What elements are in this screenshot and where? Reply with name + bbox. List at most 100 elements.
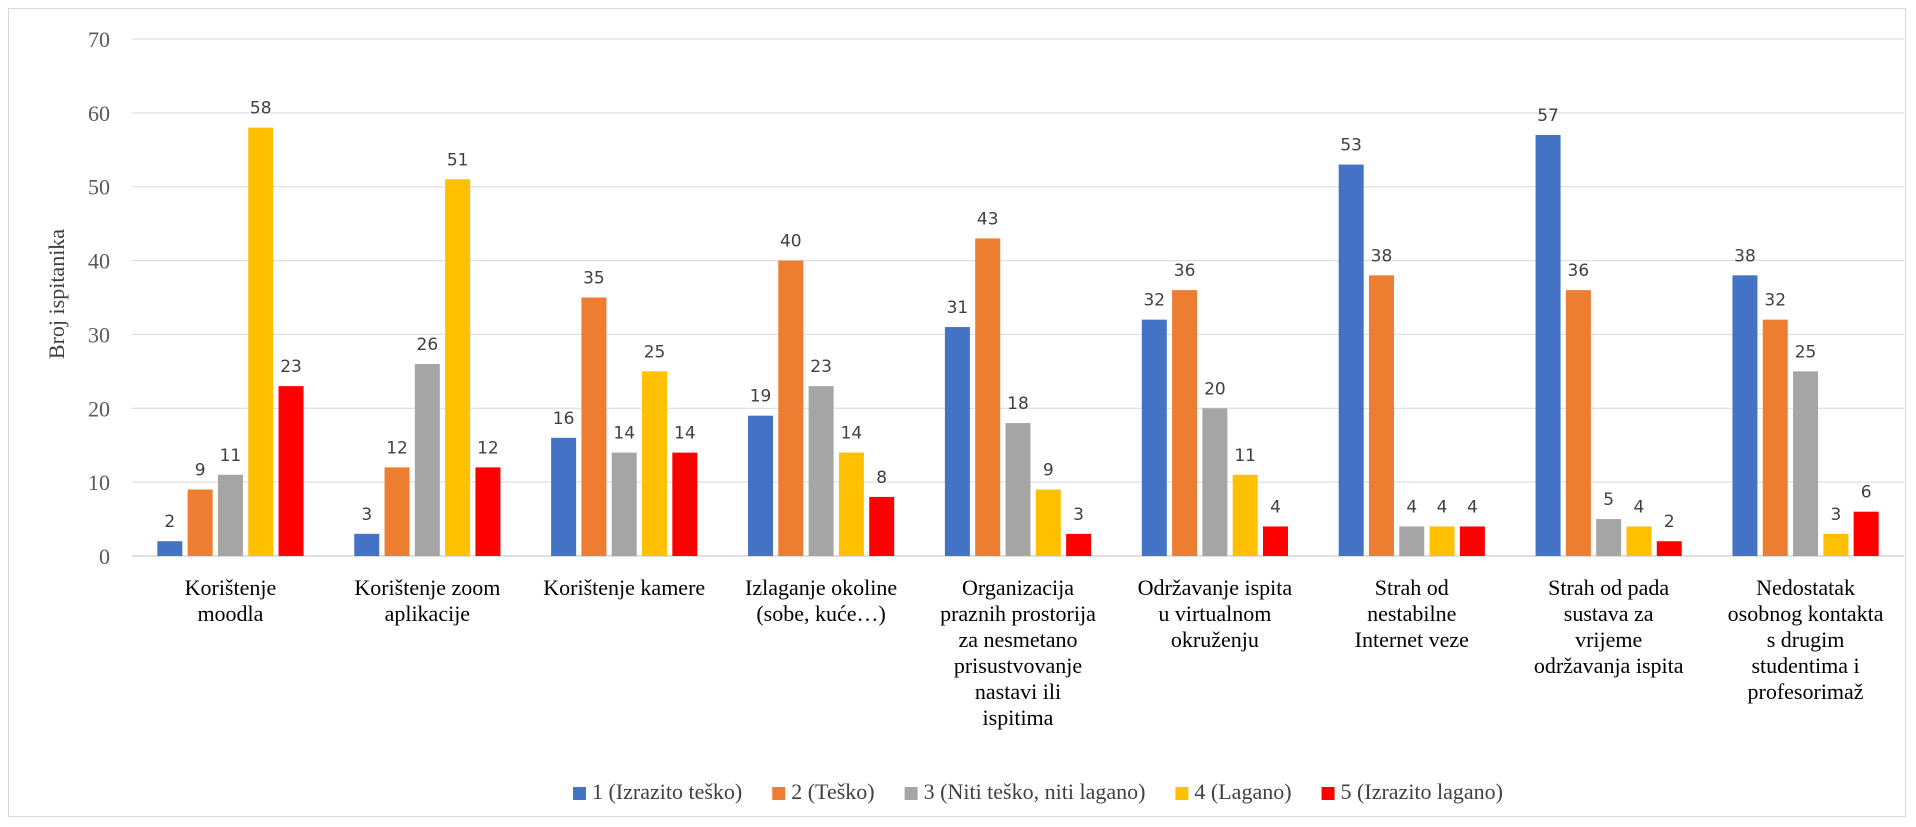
y-tick-label: 10	[88, 470, 110, 495]
x-category-label: Korištenje zoom aplikacije	[354, 575, 500, 626]
data-label: 23	[280, 357, 302, 377]
bar	[869, 496, 895, 556]
bar	[672, 452, 698, 556]
data-label: 51	[447, 150, 469, 170]
data-label: 32	[1764, 291, 1786, 311]
data-label: 11	[1234, 446, 1256, 466]
data-label: 32	[1143, 291, 1165, 311]
x-category-label-line: Korištenje	[185, 575, 277, 600]
x-category-label-line: s drugim	[1767, 627, 1845, 652]
y-tick-label: 0	[99, 544, 110, 569]
data-label: 25	[644, 342, 666, 362]
x-category-label-line: okruženju	[1171, 627, 1259, 652]
bar	[248, 127, 274, 556]
y-tick-label: 30	[88, 322, 110, 347]
bar	[1005, 423, 1031, 556]
legend-item: 4 (Lagano)	[1175, 779, 1292, 804]
bar	[384, 467, 410, 556]
bar	[217, 474, 243, 556]
bar	[975, 238, 1001, 556]
data-label: 58	[250, 99, 272, 119]
data-label: 12	[386, 438, 408, 458]
y-tick-label: 40	[88, 249, 110, 274]
x-category-label-line: sustava za	[1564, 601, 1654, 626]
data-label: 20	[1204, 379, 1226, 399]
data-label: 14	[674, 424, 696, 444]
data-label: 9	[195, 461, 206, 481]
x-category-label-line: praznih prostorija	[940, 601, 1096, 626]
bar	[1035, 489, 1061, 556]
bar	[1368, 275, 1394, 556]
x-category-label-line: studentima i	[1751, 653, 1859, 678]
data-label: 40	[780, 232, 802, 252]
bar	[414, 363, 440, 556]
data-label: 3	[361, 505, 372, 525]
bar	[1262, 526, 1288, 556]
data-label: 4	[1634, 497, 1645, 517]
data-label: 36	[1568, 261, 1590, 281]
legend-label: 3 (Niti teško, niti lagano)	[924, 779, 1146, 804]
x-category-label: Održavanje ispita u virtualnom okruženju	[1138, 575, 1293, 652]
legend-item: 1 (Izrazito teško)	[572, 779, 742, 804]
data-label: 14	[613, 424, 635, 444]
data-label: 38	[1371, 246, 1393, 266]
bar	[475, 467, 501, 556]
x-category-label-line: nestabilne	[1367, 601, 1456, 626]
x-category-label-line: nastavi ili	[975, 679, 1061, 704]
data-label: 12	[477, 438, 499, 458]
legend-item: 3 (Niti teško, niti lagano)	[904, 779, 1146, 804]
x-category-label-line: Nedostatak	[1756, 575, 1855, 600]
bars	[157, 127, 1879, 557]
x-category-label-line: aplikacije	[385, 601, 471, 626]
bar	[581, 297, 607, 556]
data-label: 57	[1537, 106, 1559, 126]
x-category-label: Strah od nestabilne Internet veze	[1355, 575, 1469, 652]
data-label: 3	[1830, 505, 1841, 525]
y-tick-label: 60	[88, 101, 110, 126]
y-tick-label: 70	[88, 27, 110, 52]
bar	[1793, 371, 1819, 556]
data-label: 5	[1603, 490, 1614, 510]
bar	[1202, 408, 1228, 556]
x-category-label-line: u virtualnom	[1158, 601, 1271, 626]
x-category-label-line: održavanja ispita	[1534, 653, 1684, 678]
x-category-label: Organizacija praznih prostorija za nesmeta…	[940, 575, 1096, 730]
bar	[1232, 474, 1258, 556]
y-tick-label: 50	[88, 175, 110, 200]
x-category-label-line: prisustvovanje	[954, 653, 1082, 678]
data-label: 6	[1861, 483, 1872, 503]
bar	[1762, 319, 1788, 556]
x-category-label: Korištenje kamere	[543, 575, 705, 600]
bar	[1338, 164, 1364, 557]
x-category-label-line: za nesmetano	[958, 627, 1077, 652]
bar	[187, 489, 213, 556]
bar	[157, 541, 183, 556]
legend-label: 2 (Teško)	[791, 779, 874, 804]
legend-swatch	[904, 787, 918, 800]
bar	[551, 437, 577, 556]
legend-swatch	[572, 787, 586, 800]
y-axis-ticks: 0 10 20 30 40 50 60 70	[88, 27, 110, 569]
bar	[1732, 275, 1758, 556]
data-label: 8	[876, 468, 887, 488]
x-category-label-line: Izlaganje okoline	[745, 575, 897, 600]
bar	[1823, 533, 1849, 556]
x-category-label: Korištenje moodla	[185, 575, 277, 626]
bar	[944, 327, 970, 556]
legend-swatch	[772, 787, 786, 800]
x-category-label-line: Internet veze	[1355, 627, 1469, 652]
bar	[278, 386, 304, 556]
x-category-label-line: (sobe, kuće…)	[756, 601, 886, 626]
bar	[1656, 541, 1682, 556]
data-label: 4	[1270, 497, 1281, 517]
data-label: 31	[947, 298, 969, 318]
x-category-label-line: Održavanje ispita	[1138, 575, 1293, 600]
bar	[1429, 526, 1455, 556]
bar	[611, 452, 637, 556]
legend-label: 5 (Izrazito lagano)	[1341, 779, 1503, 804]
bar	[1399, 526, 1425, 556]
bar	[778, 260, 804, 556]
bar	[1565, 290, 1591, 556]
bar	[748, 415, 774, 556]
